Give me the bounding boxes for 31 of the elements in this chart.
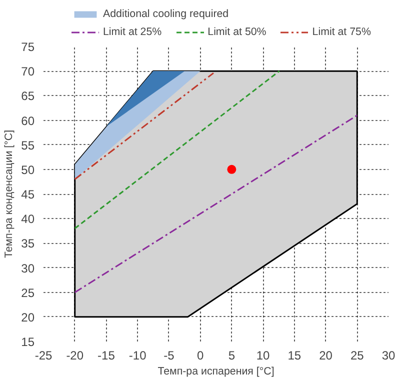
y-tick-label: 50 — [21, 162, 35, 177]
x-tick-label: 25 — [350, 348, 364, 362]
legend-label: Additional cooling required — [103, 8, 229, 20]
x-tick-label: 30 — [382, 348, 396, 362]
x-tick-label: -10 — [128, 348, 147, 362]
x-tick-label: -5 — [164, 348, 175, 362]
legend-label: Limit at 50% — [208, 26, 266, 38]
x-tick-label: 20 — [319, 348, 333, 362]
legend-label: Limit at 25% — [103, 26, 162, 38]
y-tick-label: 45 — [21, 188, 35, 202]
y-tick-label: 15 — [21, 335, 35, 349]
x-tick-label: 15 — [288, 348, 302, 362]
y-tick-label: 35 — [21, 236, 35, 251]
x-tick-label: -25 — [34, 348, 52, 362]
legend-label: Limit at 75% — [312, 26, 371, 38]
x-tick-label: 10 — [256, 348, 270, 362]
y-tick-label: 20 — [21, 310, 35, 324]
y-tick-label: 70 — [21, 64, 35, 79]
y-tick-label: 65 — [21, 89, 35, 104]
y-tick-label: 75 — [21, 40, 35, 54]
x-axis-title: Темп-ра испарения [°C] — [158, 366, 274, 378]
y-tick-label: 25 — [21, 286, 35, 300]
x-tick-label: -20 — [66, 348, 84, 362]
y-tick-label: 55 — [21, 138, 35, 152]
x-tick-label: -15 — [98, 348, 116, 362]
y-axis-title: Темп-ра конденсации [°C] — [3, 130, 16, 258]
x-tick-label: 5 — [228, 348, 236, 362]
y-tick-label: 60 — [21, 114, 35, 128]
y-tick-label: 30 — [21, 261, 35, 276]
y-tick-label: 40 — [21, 212, 35, 226]
x-tick-label: 0 — [196, 348, 204, 362]
